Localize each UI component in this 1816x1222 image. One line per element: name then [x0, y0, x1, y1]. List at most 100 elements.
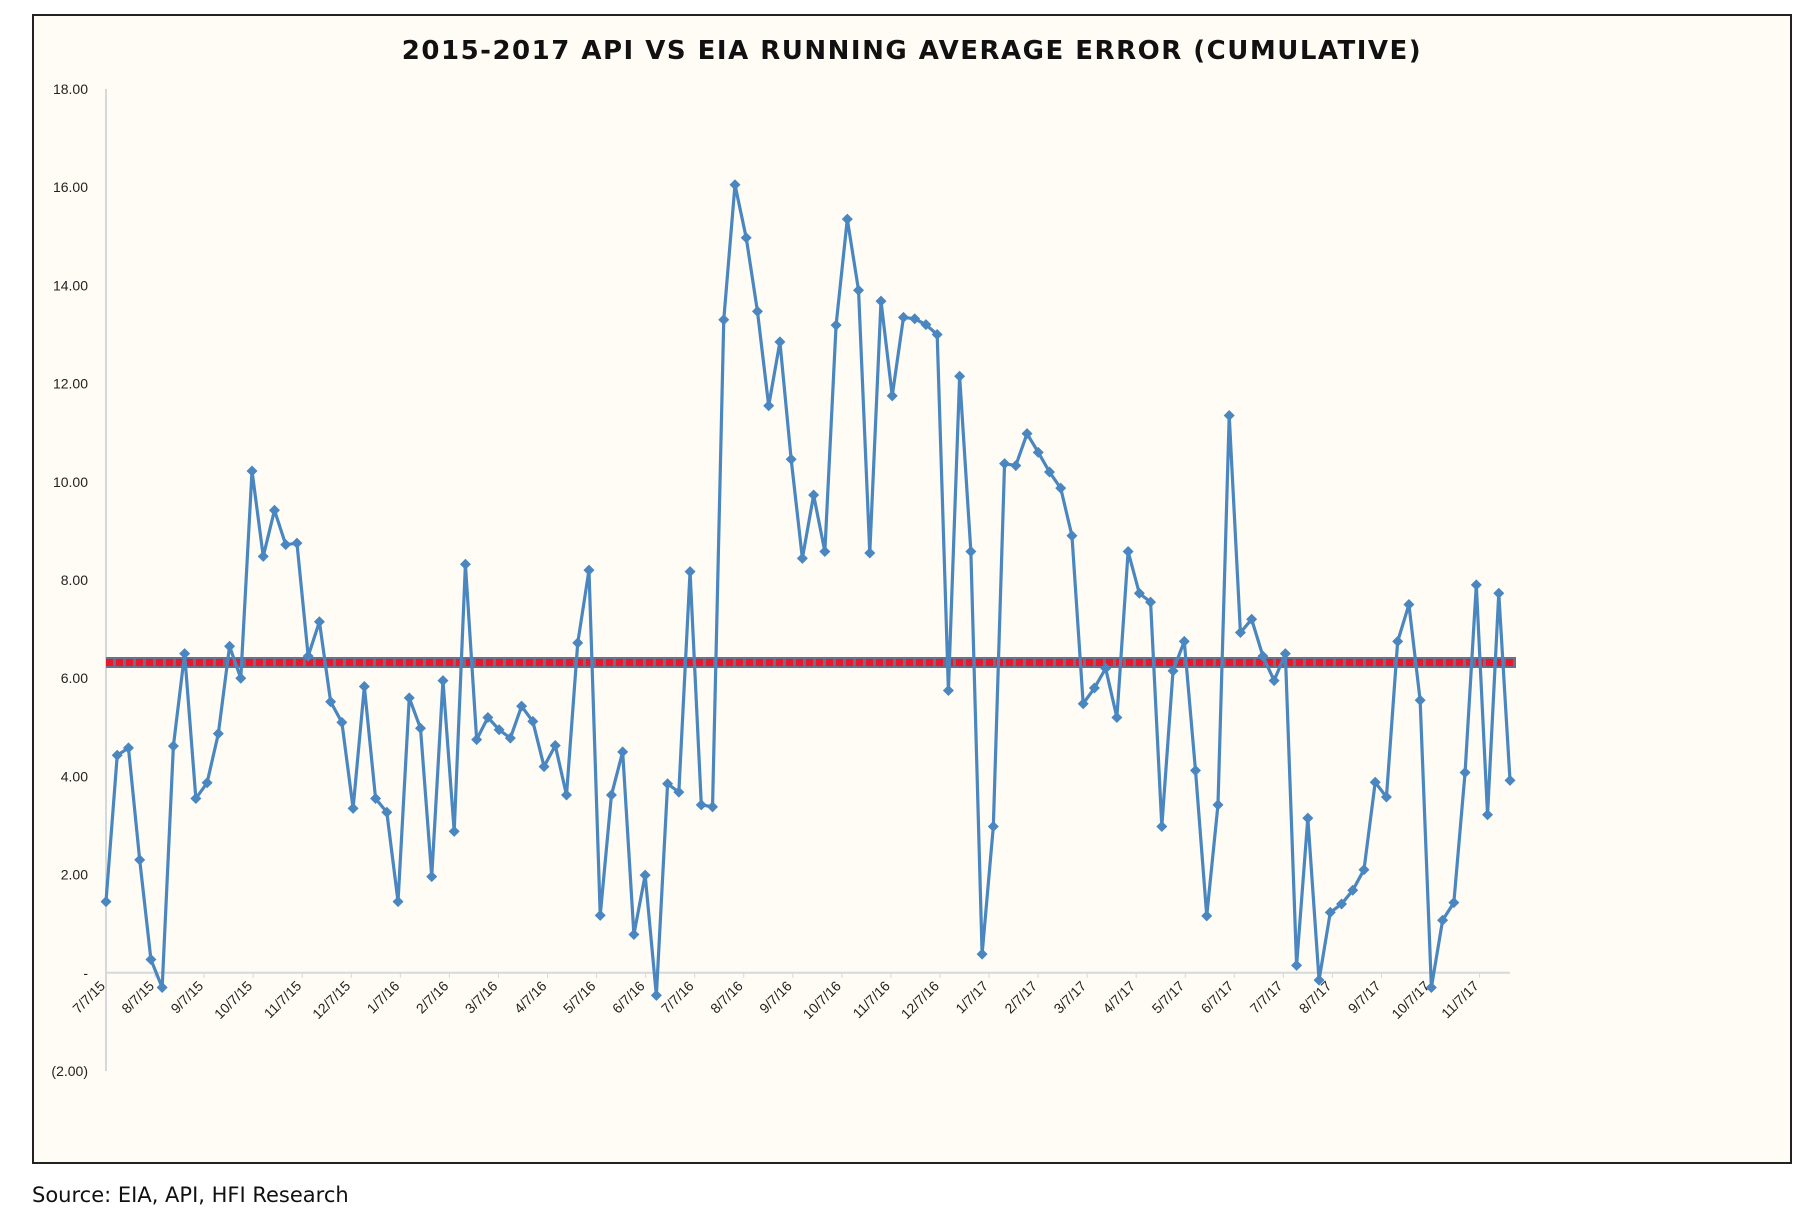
- x-tick-label: 2/7/16: [413, 977, 452, 1016]
- data-point: [673, 786, 685, 798]
- data-point: [875, 295, 887, 307]
- y-tick-label: -: [83, 965, 88, 981]
- source-note: Source: EIA, API, HFI Research: [32, 1183, 349, 1207]
- x-tick-label: 12/7/16: [898, 977, 942, 1021]
- data-point: [1324, 906, 1336, 918]
- data-point: [1190, 765, 1202, 777]
- data-point: [1392, 635, 1404, 647]
- data-point: [134, 854, 146, 866]
- data-point: [561, 789, 573, 801]
- x-tick-label: 1/7/17: [952, 977, 991, 1016]
- x-tick-label: 5/7/16: [560, 977, 599, 1016]
- x-tick-label: 10/7/15: [211, 977, 255, 1021]
- data-point: [257, 550, 269, 562]
- x-tick-label: 9/7/16: [756, 977, 795, 1016]
- data-point: [999, 458, 1011, 470]
- data-point: [1100, 662, 1112, 674]
- data-point: [1223, 410, 1235, 422]
- x-tick-label: 8/7/15: [118, 977, 157, 1016]
- data-point: [235, 672, 247, 684]
- data-point: [1010, 460, 1022, 472]
- data-point: [942, 684, 954, 696]
- data-point: [729, 179, 741, 191]
- data-point: [583, 564, 595, 576]
- data-point: [1111, 711, 1123, 723]
- data-point: [1336, 898, 1348, 910]
- data-point: [347, 802, 359, 814]
- data-point: [695, 799, 707, 811]
- data-point: [740, 232, 752, 244]
- data-point: [1448, 897, 1460, 909]
- x-tick-label: 3/7/17: [1050, 977, 1089, 1016]
- data-point: [1167, 665, 1179, 677]
- data-point: [639, 869, 651, 881]
- data-point: [662, 778, 674, 790]
- data-point: [100, 896, 112, 908]
- data-point: [1077, 698, 1089, 710]
- data-point: [1380, 791, 1392, 803]
- data-point: [156, 982, 168, 994]
- data-point: [1178, 635, 1190, 647]
- data-point: [763, 400, 775, 412]
- data-point: [718, 314, 730, 326]
- data-point: [370, 792, 382, 804]
- data-point: [549, 739, 561, 751]
- x-tick-label: 3/7/16: [462, 977, 501, 1016]
- data-point: [1055, 482, 1067, 494]
- data-point: [617, 746, 629, 758]
- x-tick-label: 6/7/17: [1198, 977, 1237, 1016]
- y-tick-label: 2.00: [61, 867, 88, 883]
- data-point: [1358, 864, 1370, 876]
- data-point: [358, 681, 370, 693]
- data-point: [448, 825, 460, 837]
- data-point: [1032, 446, 1044, 458]
- data-point: [1459, 766, 1471, 778]
- data-point: [1369, 776, 1381, 788]
- x-tick-label: 4/7/17: [1099, 977, 1138, 1016]
- data-point: [897, 311, 909, 323]
- data-point: [381, 806, 393, 818]
- data-point: [302, 650, 314, 662]
- data-point: [830, 319, 842, 331]
- data-point: [212, 728, 224, 740]
- data-point: [280, 539, 292, 551]
- data-point: [1414, 694, 1426, 706]
- data-point: [628, 929, 640, 941]
- x-tick-label: 10/7/17: [1388, 977, 1432, 1021]
- data-point: [819, 546, 831, 558]
- x-tick-label: 2/7/17: [1001, 977, 1040, 1016]
- data-point: [987, 820, 999, 832]
- data-point: [1088, 682, 1100, 694]
- x-tick-label: 11/7/15: [261, 977, 305, 1021]
- data-point: [886, 390, 898, 402]
- data-point: [1347, 884, 1359, 896]
- data-point: [864, 547, 876, 559]
- data-point: [1302, 812, 1314, 824]
- data-point: [954, 370, 966, 382]
- line-chart: 2015-2017 API VS EIA RUNNING AVERAGE ERR…: [51, 36, 1516, 1079]
- data-point: [527, 715, 539, 727]
- data-point: [538, 761, 550, 773]
- data-point: [808, 489, 820, 501]
- data-point: [1493, 587, 1505, 599]
- data-point: [516, 700, 528, 712]
- y-tick-label: 4.00: [61, 768, 88, 784]
- data-point: [493, 724, 505, 736]
- y-tick-label: 8.00: [61, 572, 88, 588]
- data-point: [437, 675, 449, 687]
- data-point: [572, 637, 584, 649]
- data-point: [201, 777, 213, 789]
- x-tick-label: 8/7/17: [1296, 977, 1335, 1016]
- data-point: [1212, 799, 1224, 811]
- data-point: [167, 740, 179, 752]
- data-point: [853, 284, 865, 296]
- data-point: [291, 537, 303, 549]
- data-point: [751, 305, 763, 317]
- y-tick-label: 12.00: [53, 376, 88, 392]
- y-tick-label: (2.00): [51, 1063, 88, 1079]
- data-point: [1504, 774, 1516, 786]
- data-point: [414, 722, 426, 734]
- y-tick-label: 14.00: [53, 277, 88, 293]
- x-tick-label: 7/7/17: [1247, 977, 1286, 1016]
- data-point: [796, 552, 808, 564]
